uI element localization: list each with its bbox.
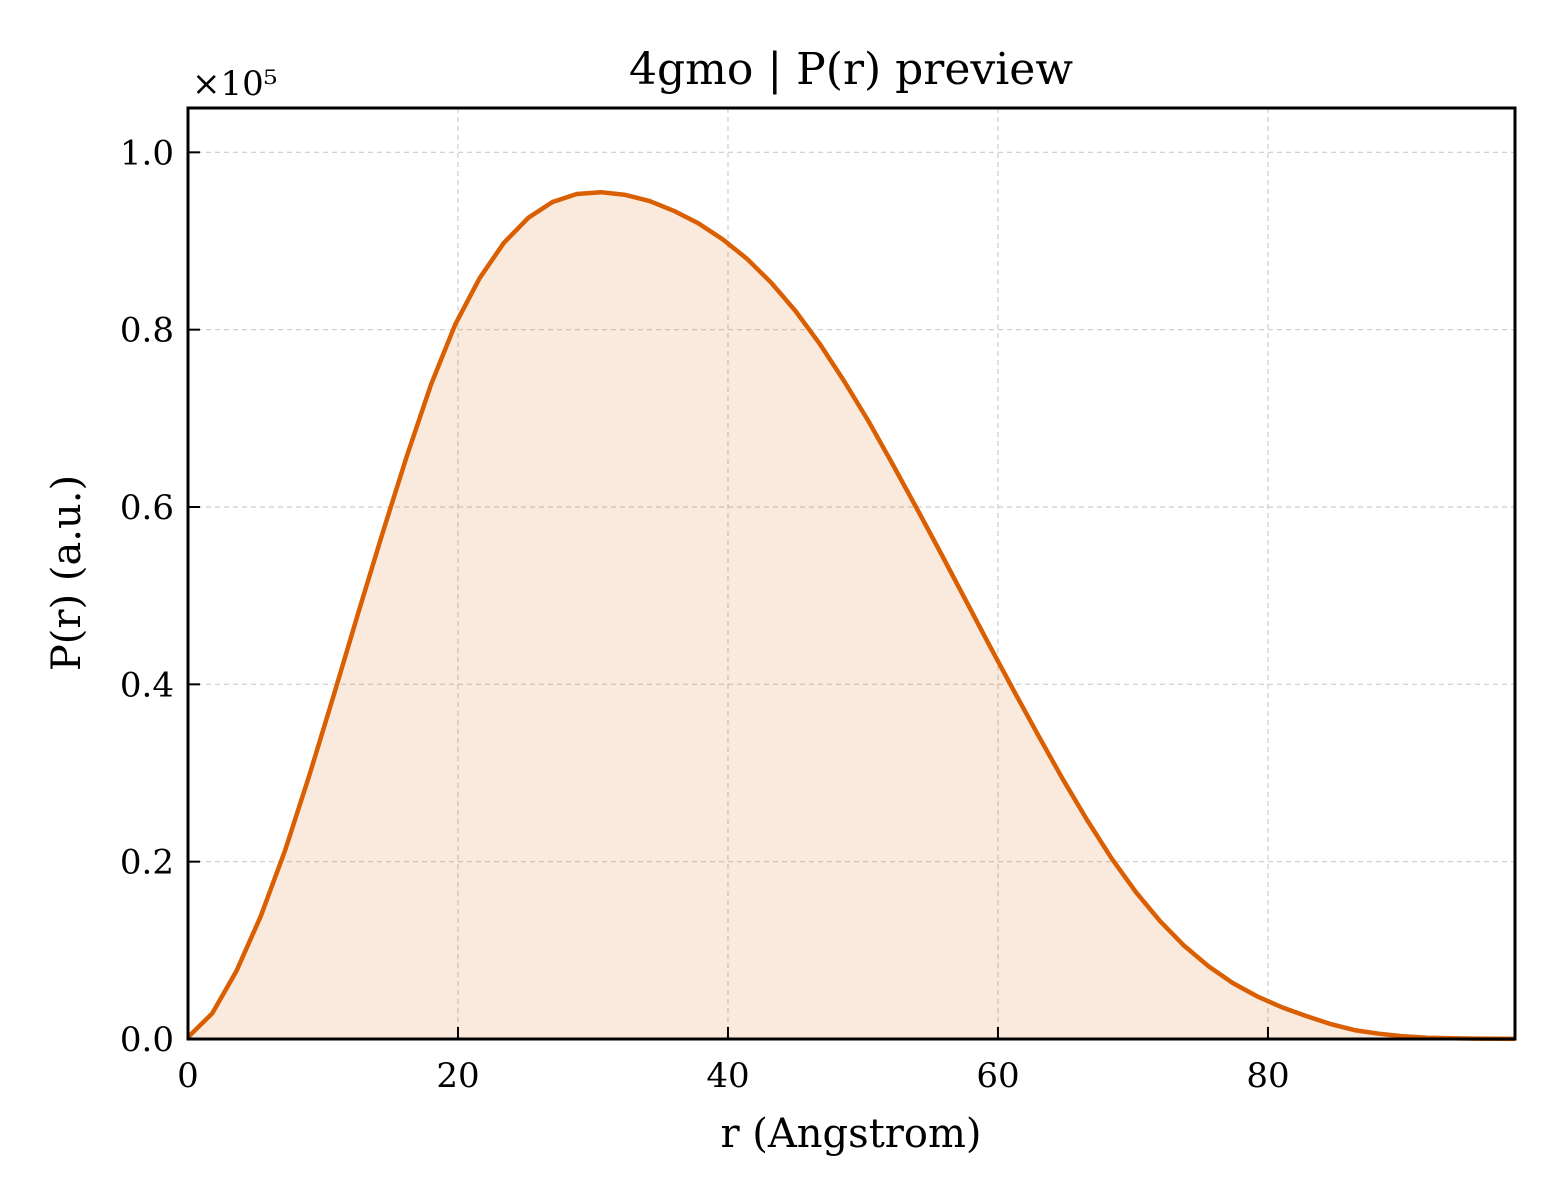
y-axis-multiplier: ×10⁵ (192, 64, 277, 104)
pr-curve-line (186, 189, 1516, 1042)
y-tick-label: 0.8 (120, 311, 174, 351)
y-tick-label: 0.4 (120, 665, 174, 705)
y-tick-label: 0.0 (120, 1020, 174, 1060)
axis-ticks: 0 20 40 60 80 0.0 0.2 0.4 0.6 0.8 1.0 (120, 133, 1290, 1096)
plot-frame (186, 106, 1517, 1041)
grid-lines (188, 108, 1515, 1039)
x-tick-label: 60 (976, 1056, 1019, 1096)
y-axis-label: P(r) (a.u.) (44, 475, 90, 671)
x-tick-label: 0 (177, 1056, 199, 1096)
y-tick-label: 0.6 (120, 488, 174, 528)
y-tick-label: 0.2 (120, 843, 174, 883)
chart-title: 4gmo | P(r) preview (629, 44, 1073, 95)
x-tick-label: 80 (1246, 1056, 1289, 1096)
y-tick-label: 1.0 (120, 133, 174, 173)
x-tick-label: 40 (706, 1056, 749, 1096)
x-axis-label: r (Angstrom) (720, 1111, 981, 1157)
x-tick-label: 20 (436, 1056, 479, 1096)
data-layer (186, 189, 1516, 1042)
pr-area-fill (188, 192, 1515, 1039)
